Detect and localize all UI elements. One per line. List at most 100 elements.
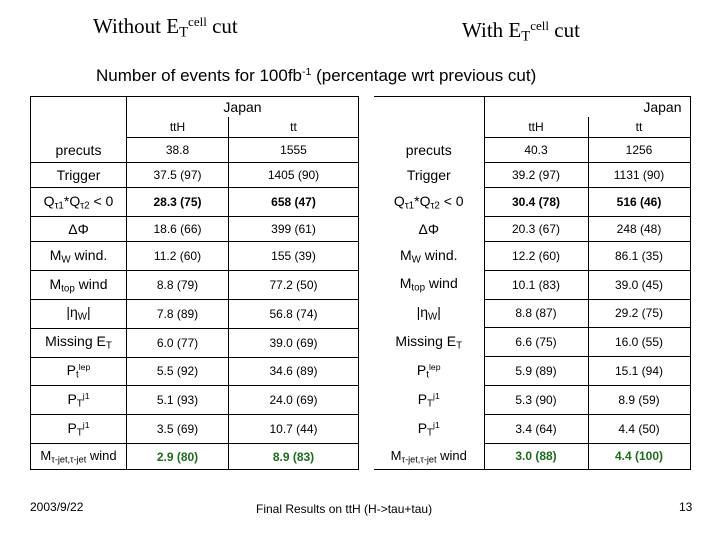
row-label-pt-lep: Ptlep (416, 361, 441, 381)
table-row: Trigger 37.5 (97) 1405 (90) (30, 161, 359, 188)
row-label-missing-et: Missing ET (30, 327, 127, 358)
row-label-pt-j1-second: PTj1 (417, 419, 440, 438)
footer-date: 2003/9/22 (30, 500, 84, 514)
table-row: Mτ-jet,τ-jet wind 2.9 (80) 8.9 (83) (30, 443, 359, 470)
table-row: Qτ1*Qτ2 < 0 28.3 (75) 658 (47) (30, 186, 359, 217)
col-header-tth: ttH (126, 117, 229, 138)
cell-tt: 248 (48) (588, 215, 690, 242)
table-row: precuts 40.3 1256 (374, 137, 690, 163)
col-header-tt: tt (228, 117, 359, 138)
table-with-cut: Japan ttH tt precuts 40.3 1256 Trigger 3… (374, 96, 691, 470)
cell-tt: 16.0 (55) (588, 327, 690, 357)
cell-tth: 5.5 (92) (126, 356, 229, 386)
table-row: Missing ET 6.0 (77) 39.0 (69) (30, 327, 359, 358)
row-label-eta: |ηW| (416, 304, 441, 323)
cell-tt: 24.0 (69) (228, 385, 359, 415)
cell-tth: 2.9 (80) (126, 443, 229, 470)
col-header-tt: tt (588, 117, 690, 138)
table-row: PTj1 5.3 (90) 8.9 (59) (374, 385, 690, 415)
cell-tth: 20.3 (67) (483, 215, 589, 242)
row-label-pt-lep: Ptlep (30, 356, 127, 386)
cell-tth: 8.8 (79) (126, 269, 229, 300)
table-row: |ηW| 7.8 (89) 56.8 (74) (30, 298, 359, 329)
cell-tt: 86.1 (35) (588, 240, 690, 271)
row-label-m-tautau: Mτ-jet,τ-jet wind (30, 443, 127, 470)
table-row: Mtop wind 10.1 (83) 39.0 (45) (374, 269, 690, 300)
row-label-dphi: ΔΦ (418, 220, 440, 237)
cell-tt: 4.4 (100) (588, 442, 690, 470)
cell-tth: 28.3 (75) (126, 186, 229, 217)
cell-tth: 6.0 (77) (126, 327, 229, 358)
cell-tth: 30.4 (78) (483, 187, 589, 217)
row-label-dphi: ΔΦ (30, 215, 127, 242)
row-label-eta: |ηW| (30, 298, 127, 329)
row-label-charge: Qτ1*Qτ2 < 0 (393, 192, 464, 212)
table-row: ΔΦ 18.6 (66) 399 (61) (30, 215, 359, 242)
cell-tth: 38.8 (126, 137, 229, 163)
row-label-m-tautau: Mτ-jet,τ-jet wind (390, 447, 467, 465)
table-row: ΔΦ 20.3 (67) 248 (48) (374, 215, 690, 242)
cell-tt: 39.0 (69) (228, 327, 359, 358)
table-row: MW wind. 11.2 (60) 155 (39) (30, 240, 359, 271)
cell-tth: 5.1 (93) (126, 385, 229, 415)
row-label-missing-et: Missing ET (395, 333, 463, 352)
table-row: Mτ-jet,τ-jet wind 3.0 (88) 4.4 (100) (374, 442, 690, 470)
row-label-precuts: precuts (405, 142, 452, 158)
cell-tt: 1256 (625, 143, 653, 157)
cell-tt: 516 (46) (588, 187, 690, 217)
cell-tt: 34.6 (89) (228, 356, 359, 386)
row-label-trigger: Trigger (30, 161, 127, 188)
cell-tt: 4.4 (50) (588, 413, 690, 444)
row-label-mw: MW wind. (400, 246, 458, 265)
cell-tth: 3.0 (88) (483, 442, 589, 470)
table-row: Ptlep 5.5 (92) 34.6 (89) (30, 356, 359, 386)
cell-tt: 1405 (90) (228, 161, 359, 188)
cell-tth: 11.2 (60) (126, 240, 229, 271)
row-label-trigger: Trigger (406, 167, 451, 184)
cell-tth: 37.5 (97) (126, 161, 229, 188)
cell-tth: 5.9 (89) (483, 356, 589, 386)
title-without-cut: Without ETcell cut (93, 13, 238, 41)
cell-tth: 7.8 (89) (126, 298, 229, 329)
title-with-cut: With ETcell cut (462, 17, 580, 45)
footer-title: Final Results on ttH (H->tau+tau) (256, 502, 433, 516)
cell-tt: 29.2 (75) (588, 298, 690, 328)
row-label-pt-j1: PTj1 (30, 385, 127, 415)
cell-tt: 56.8 (74) (228, 298, 359, 329)
table-without-cut: Japan ttH tt precuts 38.8 1555 Trigger 3… (30, 96, 359, 470)
table-row: precuts 38.8 1555 (30, 137, 359, 163)
cell-tt: 399 (61) (228, 215, 359, 242)
row-label-mw: MW wind. (30, 240, 127, 271)
cell-tt: 8.9 (83) (228, 443, 359, 470)
cell-tt: 15.1 (94) (588, 356, 690, 386)
cell-tt: 10.7 (44) (228, 414, 359, 444)
page-number: 13 (679, 500, 693, 514)
table-row: PTj1 3.5 (69) 10.7 (44) (30, 414, 359, 444)
cell-tth: 10.1 (83) (483, 269, 589, 300)
table-row: |ηW| 8.8 (87) 29.2 (75) (374, 298, 690, 328)
cell-tt: 1131 (90) (588, 162, 690, 188)
cell-tt: 39.0 (45) (588, 269, 690, 300)
cell-tth: 8.8 (87) (483, 298, 589, 328)
table-row: PTj1 3.4 (64) 4.4 (50) (374, 413, 690, 444)
table-row: Ptlep 5.9 (89) 15.1 (94) (374, 356, 690, 386)
row-label-precuts: precuts (30, 137, 127, 163)
cell-tth: 3.5 (69) (126, 414, 229, 444)
table-row: PTj1 5.1 (93) 24.0 (69) (30, 385, 359, 415)
table-row: Trigger 39.2 (97) 1131 (90) (374, 162, 690, 188)
group-header: Japan (223, 99, 262, 115)
row-label-charge: Qτ1*Qτ2 < 0 (30, 186, 127, 217)
cell-tth: 18.6 (66) (126, 215, 229, 242)
table-row: Missing ET 6.6 (75) 16.0 (55) (374, 327, 690, 357)
row-label-mtop: Mtop wind (399, 275, 458, 294)
cell-tt: 155 (39) (228, 240, 359, 271)
cell-tt: 8.9 (59) (588, 385, 690, 415)
cell-tth: 5.3 (90) (483, 385, 589, 415)
row-label-pt-j1: PTj1 (417, 390, 440, 410)
row-label-pt-j1-second: PTj1 (30, 414, 127, 444)
group-header: Japan (483, 96, 691, 117)
subtitle: Number of events for 100fb-1 (percentage… (96, 66, 537, 85)
col-header-tth: ttH (483, 117, 589, 138)
cell-tth: 40.3 (483, 137, 589, 163)
cell-tth: 12.2 (60) (483, 240, 589, 271)
